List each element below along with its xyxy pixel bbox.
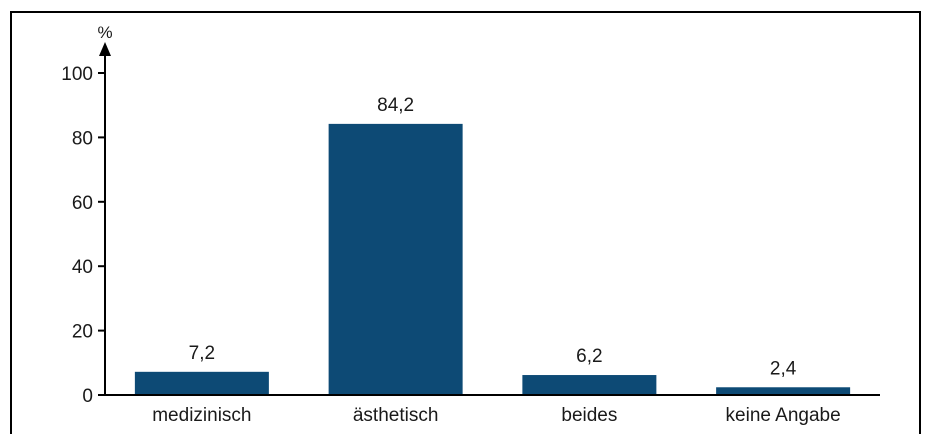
x-labels-group: medizinisch ästhetisch beides keine Angabe (152, 405, 840, 426)
chart-frame (10, 11, 921, 434)
value-labels-group: 7,2 84,2 6,2 2,4 (189, 95, 797, 379)
y-axis-unit-label: % (97, 23, 112, 42)
y-ticks-group: 0 20 40 60 80 100 (61, 64, 105, 407)
bar-value-label: 84,2 (377, 95, 414, 116)
bar-value-label: 2,4 (770, 358, 797, 379)
bar (716, 387, 851, 395)
y-tick-label: 100 (61, 64, 93, 85)
x-category-label: ästhetisch (353, 405, 439, 426)
bar (134, 371, 269, 395)
y-tick-label: 60 (72, 193, 93, 214)
x-category-label: beides (561, 405, 617, 426)
bar (328, 123, 463, 395)
y-tick-label: 80 (72, 128, 93, 149)
bar-value-label: 6,2 (576, 346, 602, 367)
y-tick-label: 40 (72, 257, 93, 278)
x-category-label: medizinisch (152, 405, 251, 426)
bars-group (134, 123, 851, 395)
x-category-label: keine Angabe (726, 405, 841, 426)
y-tick-label: 0 (82, 386, 93, 407)
y-tick-label: 20 (72, 322, 93, 343)
y-axis-arrow (99, 42, 111, 56)
bar (522, 375, 657, 395)
bar-value-label: 7,2 (189, 343, 215, 364)
